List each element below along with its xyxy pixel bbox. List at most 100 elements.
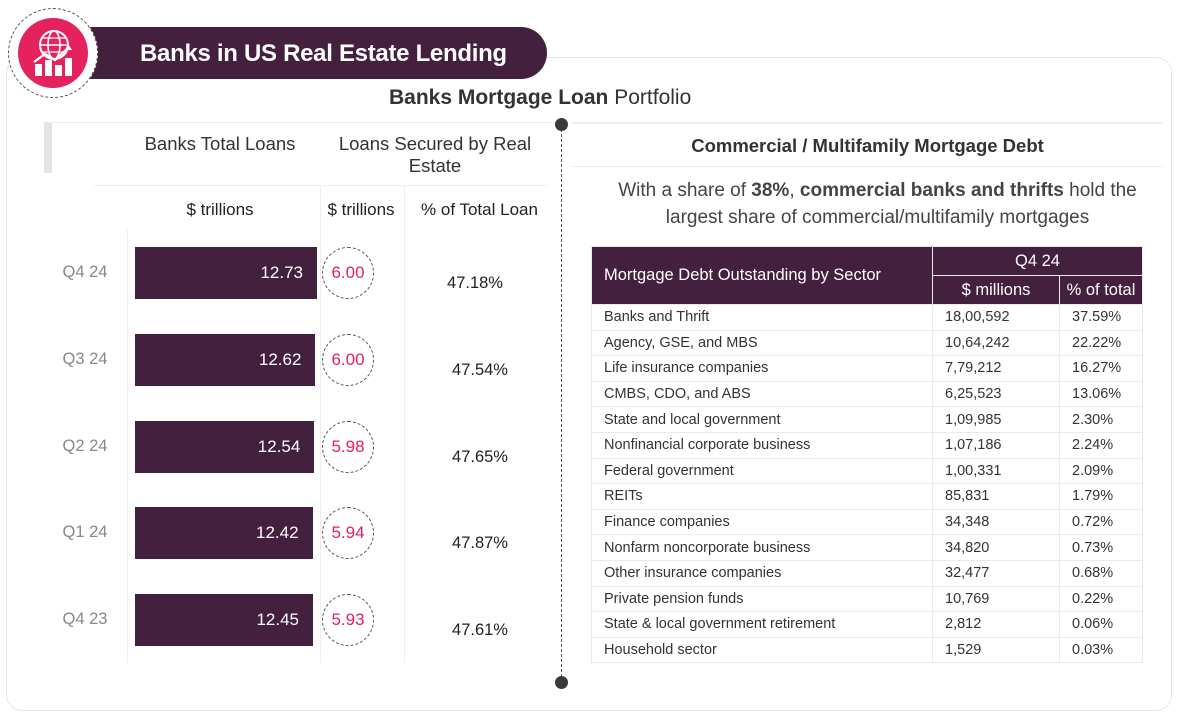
cell-pct: 2.24% bbox=[1059, 431, 1143, 459]
cell-sector: State and local government bbox=[591, 406, 933, 433]
cell-millions: 18,00,592 bbox=[932, 304, 1060, 331]
total-loans-value: 12.45 bbox=[256, 610, 299, 629]
table-row: Life insurance companies 7,79,212 16.27% bbox=[591, 355, 1143, 382]
cell-millions: 10,769 bbox=[932, 585, 1060, 613]
table-row: Nonfinancial corporate business 1,07,186 2… bbox=[591, 431, 1143, 459]
divider-dot-bottom bbox=[555, 676, 568, 689]
desc-share: 38% bbox=[751, 180, 790, 201]
pct-total-value: 47.61% bbox=[452, 621, 508, 639]
secured-loans-value: 6.00 bbox=[322, 247, 374, 299]
quarter-label: Q1 24 bbox=[62, 523, 108, 541]
cell-sector: Federal government bbox=[591, 457, 933, 485]
cell-pct: 13.06% bbox=[1059, 380, 1143, 408]
table-row: Other insurance companies 32,477 0.68% bbox=[591, 559, 1143, 587]
cell-millions: 1,00,331 bbox=[932, 457, 1060, 485]
cell-sector: Nonfinancial corporate business bbox=[591, 431, 933, 459]
cell-pct: 16.27% bbox=[1059, 355, 1143, 382]
subtitle-light: Portfolio bbox=[614, 86, 692, 109]
desc-pre: With a share of bbox=[618, 180, 752, 201]
pct-total-value: 47.54% bbox=[452, 361, 508, 379]
cell-pct: 2.09% bbox=[1059, 457, 1143, 485]
total-loans-value: 12.73 bbox=[260, 263, 303, 282]
col-header-secured-loans: Loans Secured by Real Estate bbox=[338, 133, 532, 176]
cell-millions: 2,812 bbox=[932, 611, 1060, 638]
cell-millions: 85,831 bbox=[932, 483, 1060, 510]
chart-globe-icon bbox=[18, 18, 88, 88]
cell-pct: 0.68% bbox=[1059, 559, 1143, 587]
th-pct: % of total bbox=[1059, 275, 1143, 305]
cell-pct: 1.79% bbox=[1059, 483, 1143, 510]
cell-sector: Private pension funds bbox=[591, 585, 933, 613]
secured-loans-value: 6.00 bbox=[322, 334, 374, 386]
header-divider bbox=[94, 185, 547, 186]
cell-millions: 1,529 bbox=[932, 636, 1060, 664]
table-row: Banks and Thrift 18,00,592 37.59% bbox=[591, 304, 1143, 331]
axis-line bbox=[127, 230, 128, 663]
secured-loans-value: 5.93 bbox=[322, 594, 374, 646]
table-row: REITs 85,831 1.79% bbox=[591, 483, 1143, 510]
cell-pct: 0.03% bbox=[1059, 636, 1143, 664]
total-loans-value: 12.54 bbox=[257, 437, 301, 456]
table-row: State and local government 1,09,985 2.30% bbox=[591, 406, 1143, 433]
cell-millions: 32,477 bbox=[932, 559, 1060, 587]
table-row: CMBS, CDO, and ABS 6,25,523 13.06% bbox=[591, 380, 1143, 408]
cell-sector: CMBS, CDO, and ABS bbox=[591, 380, 933, 408]
left-header-band bbox=[44, 122, 555, 173]
page-title: Banks in US Real Estate Lending bbox=[140, 40, 507, 67]
right-section-title: Commercial / Multifamily Mortgage Debt bbox=[572, 122, 1163, 167]
desc-mid: , bbox=[789, 180, 800, 201]
cell-pct: 0.73% bbox=[1059, 534, 1143, 561]
quarter-label: Q4 24 bbox=[62, 263, 108, 281]
cell-pct: 0.06% bbox=[1059, 611, 1143, 638]
pct-total-value: 47.65% bbox=[452, 448, 508, 466]
th-sector: Mortgage Debt Outstanding by Sector bbox=[591, 246, 933, 305]
table-row: Private pension funds 10,769 0.22% bbox=[591, 585, 1143, 613]
total-loans-bar: 12.54 bbox=[135, 421, 315, 473]
unit-pct-total: % of Total Loan bbox=[421, 200, 538, 219]
cell-sector: REITs bbox=[591, 483, 933, 510]
section-divider bbox=[561, 124, 562, 682]
col-divider-2 bbox=[404, 186, 405, 663]
cell-millions: 1,09,985 bbox=[932, 406, 1060, 433]
quarter-label: Q2 24 bbox=[62, 437, 108, 455]
section-subtitle: Banks Mortgage Loan Portfolio bbox=[389, 86, 691, 110]
subtitle-bold: Banks Mortgage Loan bbox=[389, 86, 609, 109]
cell-pct: 0.72% bbox=[1059, 508, 1143, 536]
table-row: Agency, GSE, and MBS 10,64,242 22.22% bbox=[591, 329, 1143, 357]
quarter-label: Q4 23 bbox=[62, 610, 108, 628]
mortgage-debt-table: Mortgage Debt Outstanding by Sector Q4 2… bbox=[591, 246, 1143, 664]
cell-sector: Other insurance companies bbox=[591, 559, 933, 587]
right-description: With a share of 38%, commercial banks an… bbox=[590, 177, 1165, 231]
cell-sector: Life insurance companies bbox=[591, 355, 933, 382]
desc-post: hold the largest share of commercial/mul… bbox=[665, 180, 1137, 228]
cell-millions: 7,79,212 bbox=[932, 355, 1060, 382]
cell-millions: 1,07,186 bbox=[932, 431, 1060, 459]
col-header-total-loans: Banks Total Loans bbox=[144, 133, 296, 154]
cell-sector: Agency, GSE, and MBS bbox=[591, 329, 933, 357]
cell-millions: 10,64,242 bbox=[932, 329, 1060, 357]
col-divider-1 bbox=[320, 186, 321, 663]
cell-sector: State & local government retirement bbox=[591, 611, 933, 638]
total-loans-bar: 12.45 bbox=[135, 594, 313, 646]
total-loans-bar: 12.62 bbox=[135, 334, 316, 386]
cell-millions: 34,820 bbox=[932, 534, 1060, 561]
cell-pct: 0.22% bbox=[1059, 585, 1143, 613]
cell-sector: Nonfarm noncorporate business bbox=[591, 534, 933, 561]
secured-loans-value: 5.98 bbox=[322, 421, 374, 473]
total-loans-bar: 12.42 bbox=[135, 507, 313, 559]
table-row: Finance companies 34,348 0.72% bbox=[591, 508, 1143, 536]
th-millions: $ millions bbox=[932, 275, 1060, 305]
total-loans-value: 12.62 bbox=[258, 350, 302, 369]
table-row: Household sector 1,529 0.03% bbox=[591, 636, 1143, 664]
table-row: Nonfarm noncorporate business 34,820 0.73% bbox=[591, 534, 1143, 561]
unit-total-loans: $ trillions bbox=[186, 200, 254, 219]
secured-loans-value: 5.94 bbox=[322, 507, 374, 559]
content-card bbox=[6, 57, 1172, 711]
table-row: Federal government 1,00,331 2.09% bbox=[591, 457, 1143, 485]
th-period: Q4 24 bbox=[932, 246, 1143, 276]
divider-dot-top bbox=[555, 118, 568, 131]
cell-sector: Banks and Thrift bbox=[591, 304, 933, 331]
cell-sector: Household sector bbox=[591, 636, 933, 664]
cell-millions: 34,348 bbox=[932, 508, 1060, 536]
cell-pct: 2.30% bbox=[1059, 406, 1143, 433]
